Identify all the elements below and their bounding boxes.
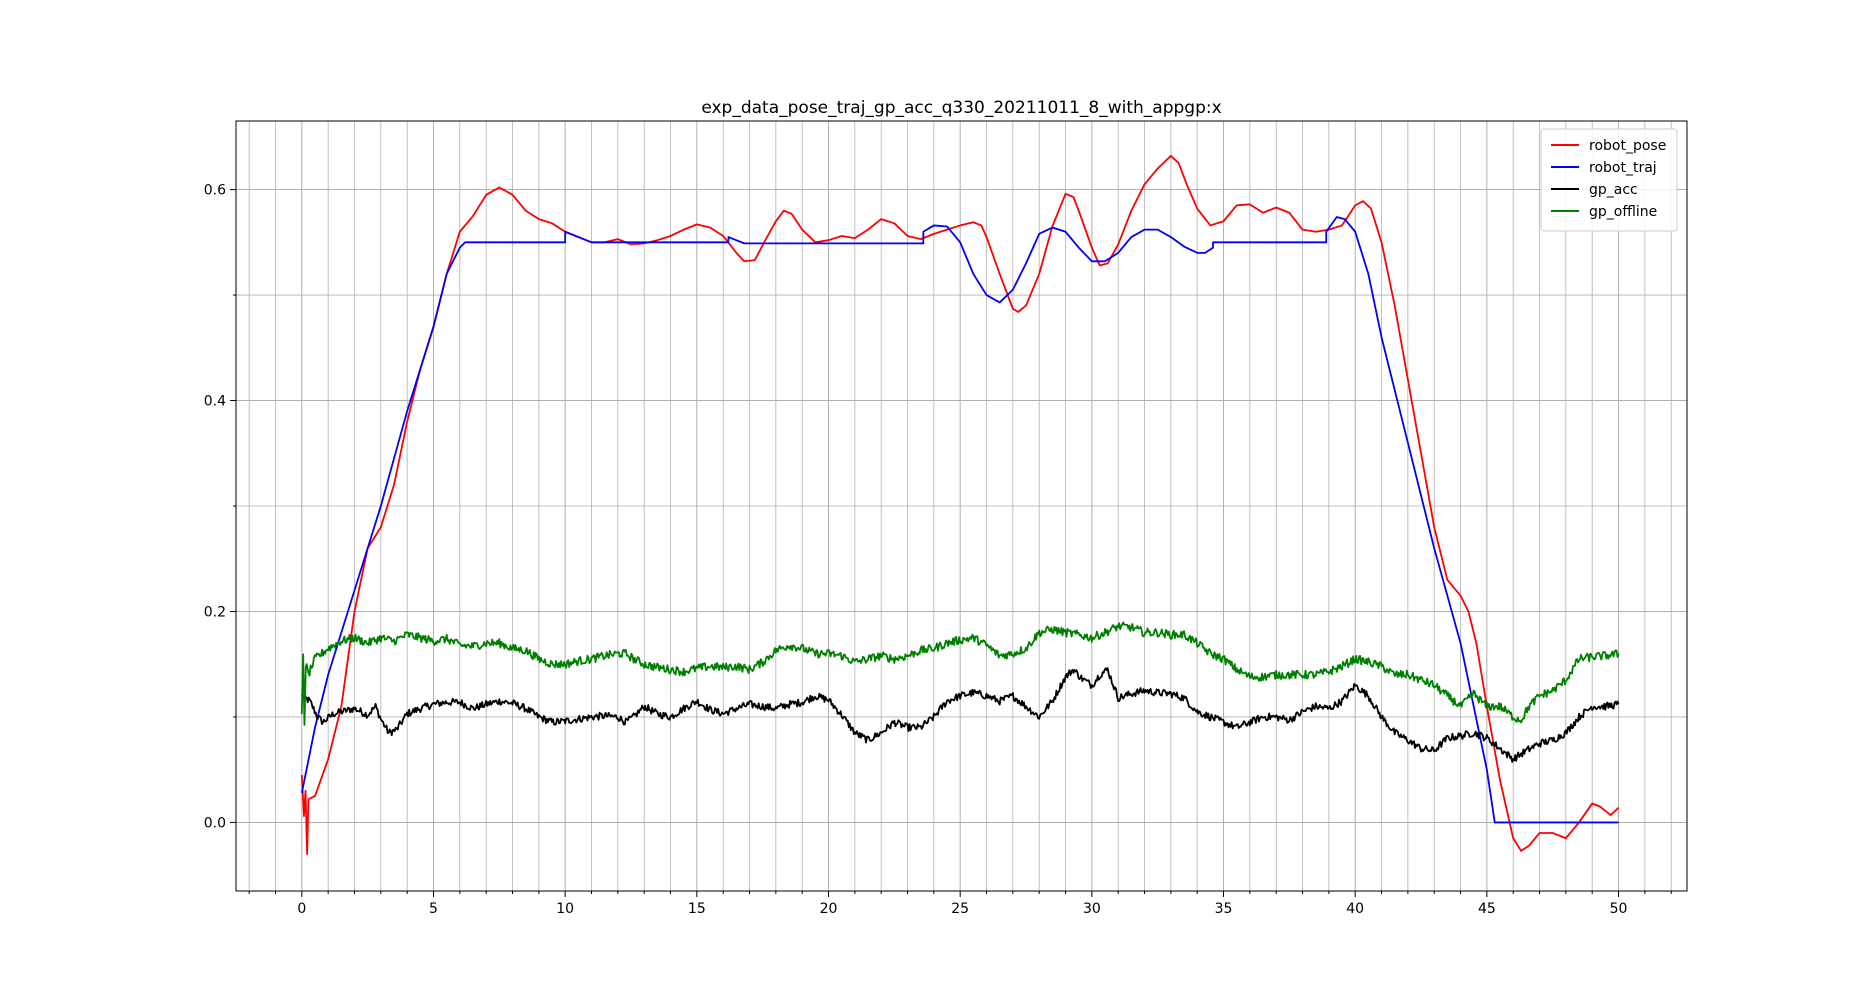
x-tick-label: 25 bbox=[951, 901, 969, 917]
x-tick-label: 10 bbox=[556, 901, 574, 917]
legend-label-robot-traj: robot_traj bbox=[1589, 160, 1657, 176]
x-tick-label: 30 bbox=[1083, 901, 1101, 917]
x-tick-label: 45 bbox=[1478, 901, 1496, 917]
series-line-gp-acc bbox=[300, 667, 1620, 763]
legend-label-gp-offline: gp_offline bbox=[1589, 204, 1657, 220]
chart-title: exp_data_pose_traj_gp_acc_q330_20211011_… bbox=[701, 98, 1221, 118]
x-tick-label: 35 bbox=[1215, 901, 1233, 917]
legend-box bbox=[1540, 128, 1678, 232]
x-tick-label: 40 bbox=[1346, 901, 1364, 917]
x-tick-label: 15 bbox=[688, 901, 706, 917]
series-line-robot-traj bbox=[300, 216, 1619, 824]
x-tick-label: 20 bbox=[820, 901, 838, 917]
plot-series bbox=[300, 154, 1620, 855]
legend-label-gp-acc: gp_acc bbox=[1589, 182, 1638, 198]
x-tick-label: 50 bbox=[1610, 901, 1628, 917]
legend: robot_pose robot_traj gp_acc gp_offline bbox=[1540, 128, 1678, 232]
x-tick-label: 0 bbox=[297, 901, 306, 917]
y-tick-label: 0.6 bbox=[204, 183, 226, 199]
y-tick-label: 0.4 bbox=[204, 394, 226, 410]
y-tick-label: 0.2 bbox=[204, 604, 226, 620]
legend-label-robot-pose: robot_pose bbox=[1589, 138, 1666, 154]
series-line-gp-offline bbox=[300, 621, 1620, 726]
y-tick-label: 0.0 bbox=[204, 815, 226, 831]
series-line-robot-pose bbox=[300, 154, 1620, 855]
x-tick-label: 5 bbox=[429, 901, 438, 917]
axis-ticks: 0 5 10 15 20 25 30 35 40 45 50 0.0 0.2 0.4 0.6 bbox=[204, 183, 1672, 917]
